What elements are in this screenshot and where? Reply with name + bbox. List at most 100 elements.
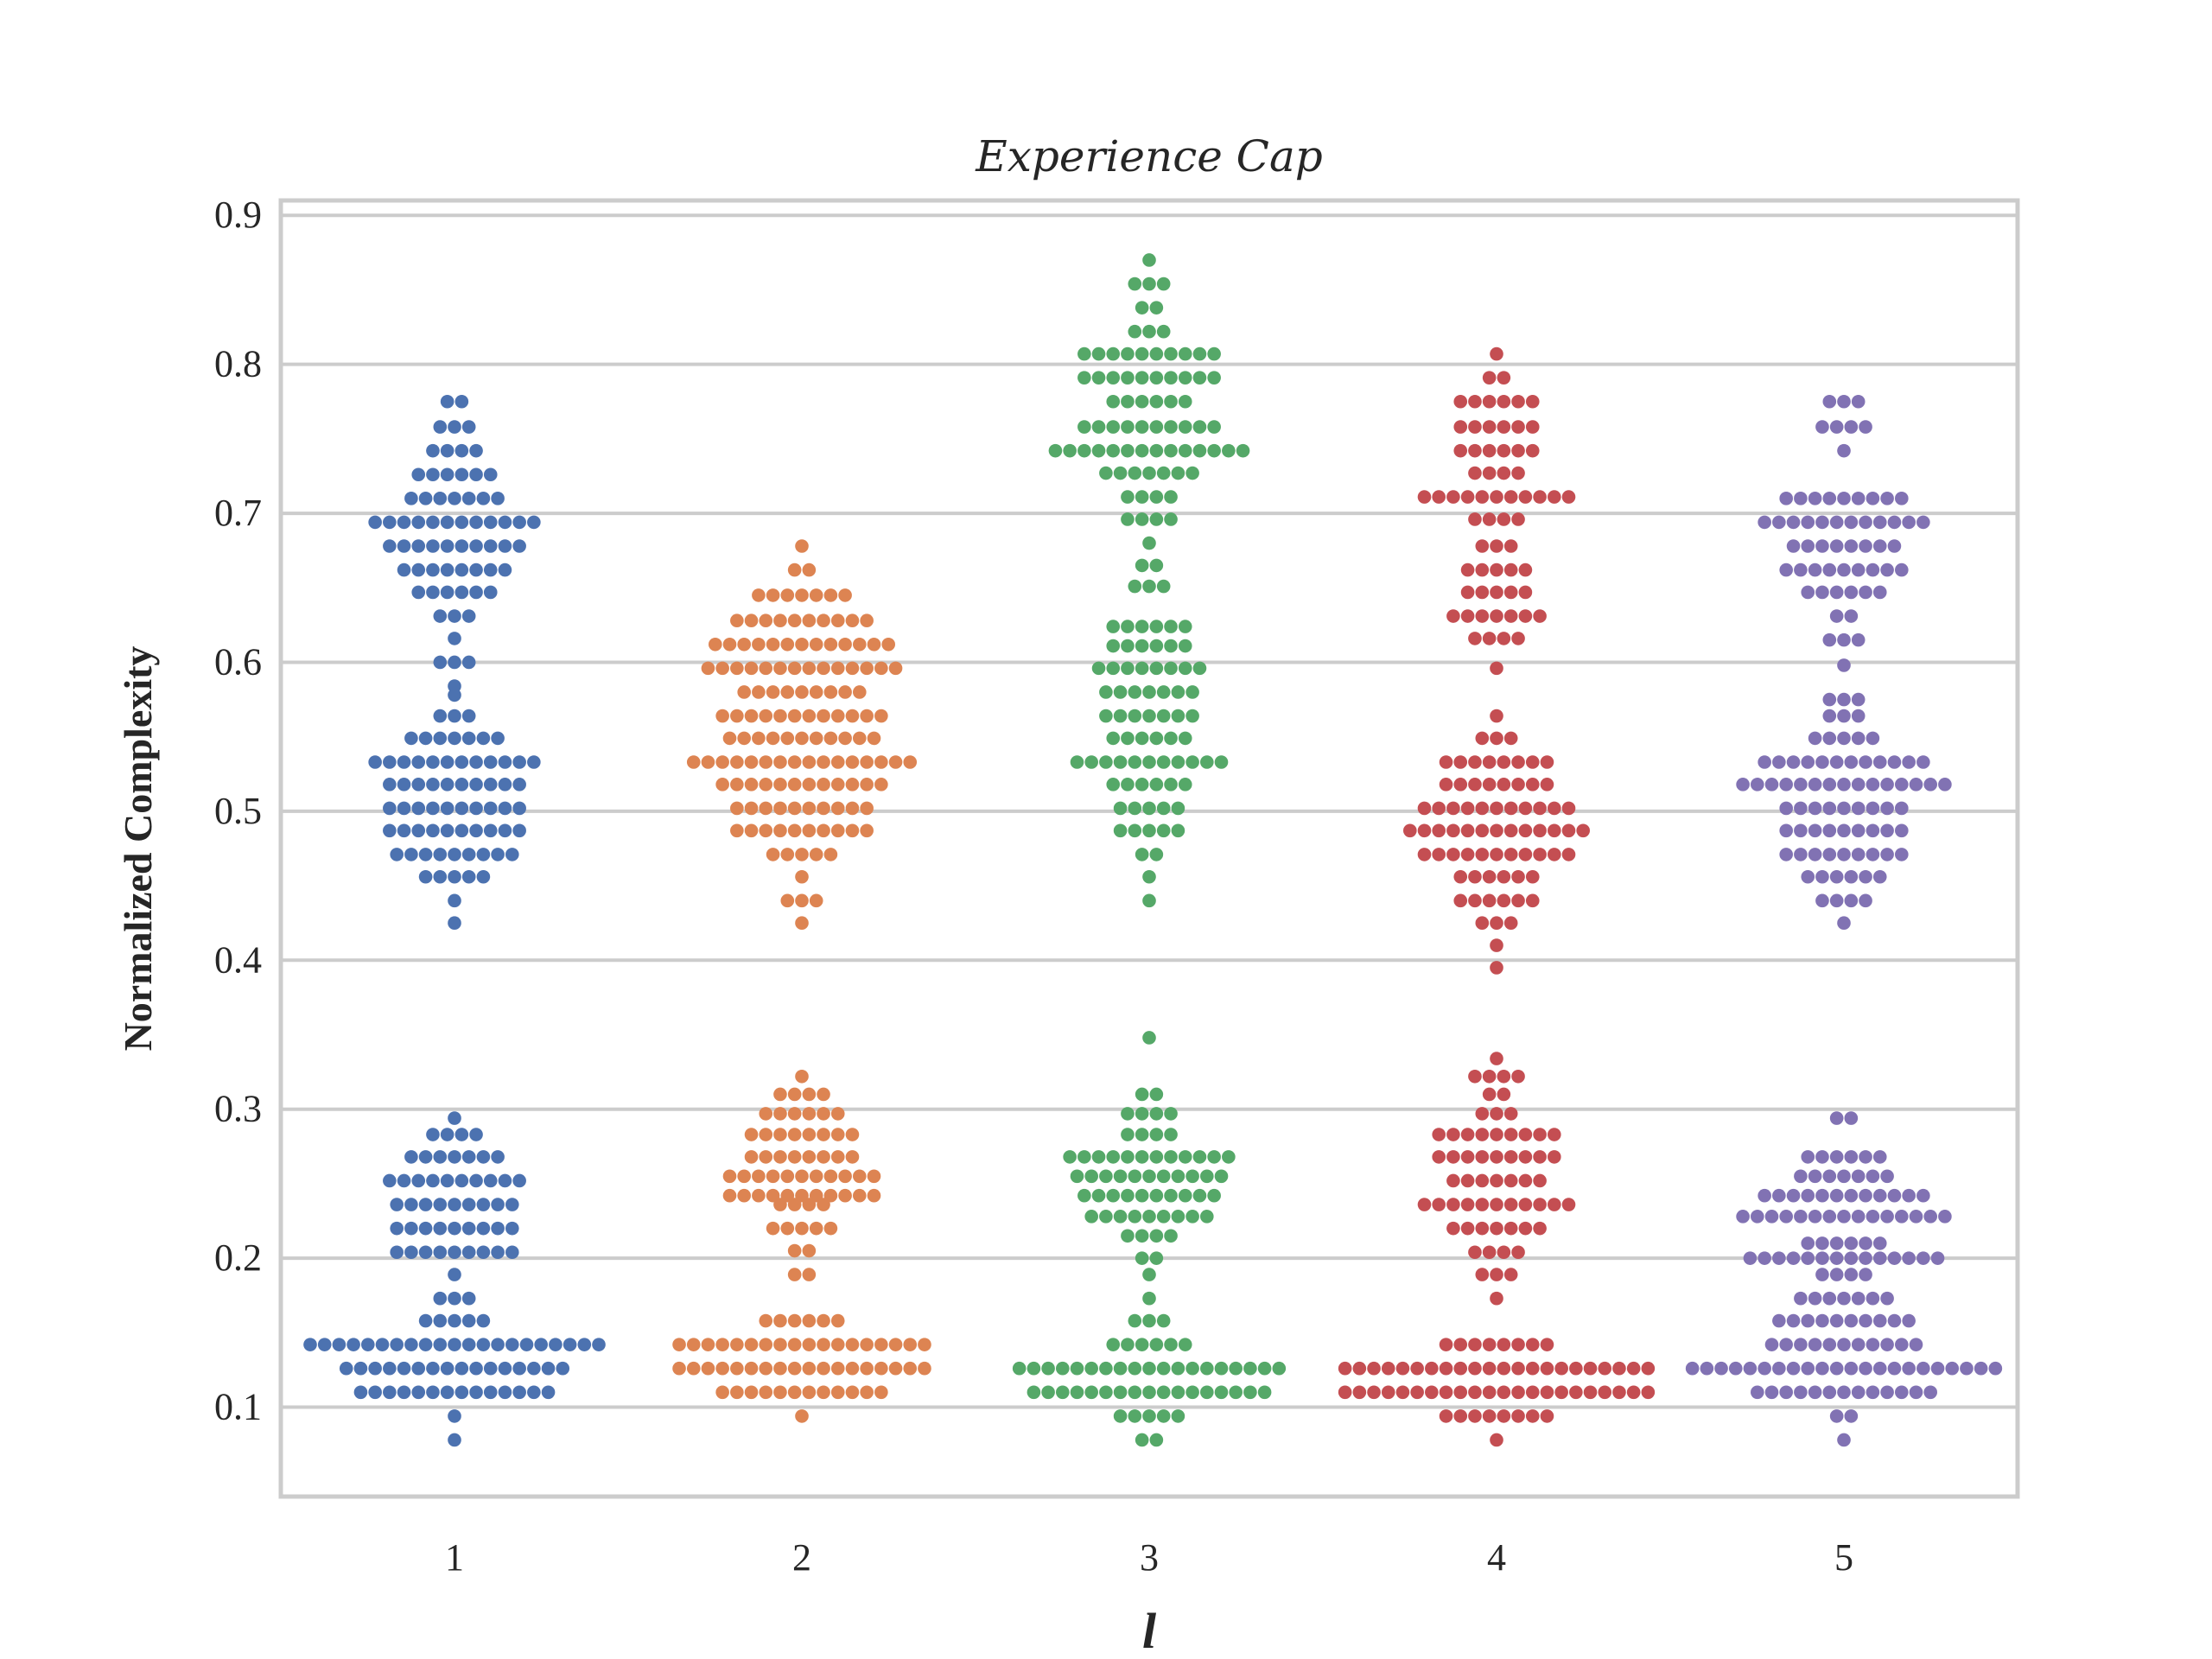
data-point xyxy=(483,778,498,791)
data-point xyxy=(454,443,469,458)
data-point xyxy=(1829,1150,1844,1164)
data-point xyxy=(1490,1291,1503,1306)
data-point xyxy=(1837,916,1851,931)
data-point xyxy=(1171,1361,1185,1376)
data-point xyxy=(1475,916,1490,931)
data-point xyxy=(1425,1361,1439,1376)
data-point xyxy=(1446,609,1460,623)
data-point xyxy=(1772,755,1786,769)
data-point xyxy=(1518,490,1533,504)
data-point xyxy=(1367,1385,1381,1400)
data-point xyxy=(1352,1361,1367,1376)
data-point xyxy=(802,1361,817,1376)
data-point xyxy=(1135,848,1149,861)
data-point xyxy=(1829,1361,1844,1376)
data-point xyxy=(505,848,519,861)
data-point xyxy=(1533,1173,1547,1188)
data-point xyxy=(1511,420,1525,434)
data-point xyxy=(1540,1361,1554,1376)
data-point xyxy=(1106,1150,1121,1164)
data-point xyxy=(1425,1385,1439,1400)
data-point xyxy=(1164,661,1178,676)
data-point xyxy=(1866,823,1880,838)
data-point xyxy=(1106,443,1121,458)
series-3 xyxy=(1012,253,1287,1447)
data-point xyxy=(1149,558,1164,573)
y-tick-label: 0.1 xyxy=(214,1386,262,1428)
data-point xyxy=(404,1245,418,1260)
data-point xyxy=(1872,539,1887,553)
data-point xyxy=(1192,371,1207,385)
data-point xyxy=(1685,1361,1700,1376)
data-point xyxy=(1837,563,1851,577)
data-point xyxy=(1460,801,1475,816)
data-point xyxy=(802,1150,817,1164)
data-point xyxy=(440,823,454,838)
data-point xyxy=(1844,755,1859,769)
data-point xyxy=(1178,420,1192,434)
data-point xyxy=(737,1188,751,1203)
data-point xyxy=(1859,1361,1872,1376)
data-point xyxy=(1786,755,1801,769)
data-point xyxy=(1156,685,1171,699)
data-point xyxy=(1490,731,1503,746)
data-point xyxy=(1164,490,1178,504)
data-point xyxy=(817,709,830,723)
data-point xyxy=(448,420,461,434)
data-point xyxy=(1525,1409,1540,1423)
data-point xyxy=(1837,1210,1851,1224)
data-point xyxy=(1200,1210,1214,1224)
data-point xyxy=(1041,1361,1055,1376)
data-point xyxy=(512,515,526,530)
data-point xyxy=(1844,1409,1859,1423)
data-point xyxy=(1859,420,1872,434)
data-point xyxy=(1417,848,1432,861)
data-point xyxy=(1027,1361,1041,1376)
data-point xyxy=(541,1361,556,1376)
data-point xyxy=(1801,585,1815,600)
data-point xyxy=(1829,1111,1844,1125)
data-point xyxy=(1490,661,1503,676)
data-point xyxy=(838,731,852,746)
data-point xyxy=(1518,609,1533,623)
data-point xyxy=(1128,823,1142,838)
data-point xyxy=(469,801,483,816)
data-point xyxy=(1142,801,1156,816)
data-point xyxy=(549,1338,563,1351)
data-point xyxy=(730,823,744,838)
data-point xyxy=(1460,1173,1475,1188)
data-point xyxy=(448,609,461,623)
data-point xyxy=(1257,1385,1272,1400)
data-point xyxy=(1851,1338,1866,1351)
y-tick-label: 0.8 xyxy=(214,343,262,385)
data-point xyxy=(1156,1210,1171,1224)
data-point xyxy=(1880,1169,1894,1184)
data-point xyxy=(1808,823,1822,838)
data-point xyxy=(830,823,845,838)
data-point xyxy=(454,585,469,600)
data-point xyxy=(1829,1409,1844,1423)
data-point xyxy=(874,1338,888,1351)
data-point xyxy=(1468,632,1482,645)
data-point xyxy=(1084,1385,1098,1400)
data-point xyxy=(1851,692,1866,707)
data-point xyxy=(1779,823,1793,838)
data-point xyxy=(1142,869,1156,884)
data-point xyxy=(809,731,823,746)
data-point xyxy=(1214,1361,1229,1376)
data-point xyxy=(709,637,722,652)
data-point xyxy=(1779,848,1793,861)
data-point xyxy=(766,1188,780,1203)
data-point xyxy=(766,588,780,602)
data-point xyxy=(802,661,817,676)
data-point xyxy=(1794,848,1808,861)
data-point xyxy=(1837,823,1851,838)
data-point xyxy=(1497,755,1511,769)
data-point xyxy=(860,823,874,838)
data-point xyxy=(787,1107,802,1121)
data-point xyxy=(1844,420,1859,434)
data-point xyxy=(1490,1107,1503,1121)
data-point xyxy=(527,515,541,530)
data-point xyxy=(1548,490,1561,504)
data-point xyxy=(476,848,491,861)
